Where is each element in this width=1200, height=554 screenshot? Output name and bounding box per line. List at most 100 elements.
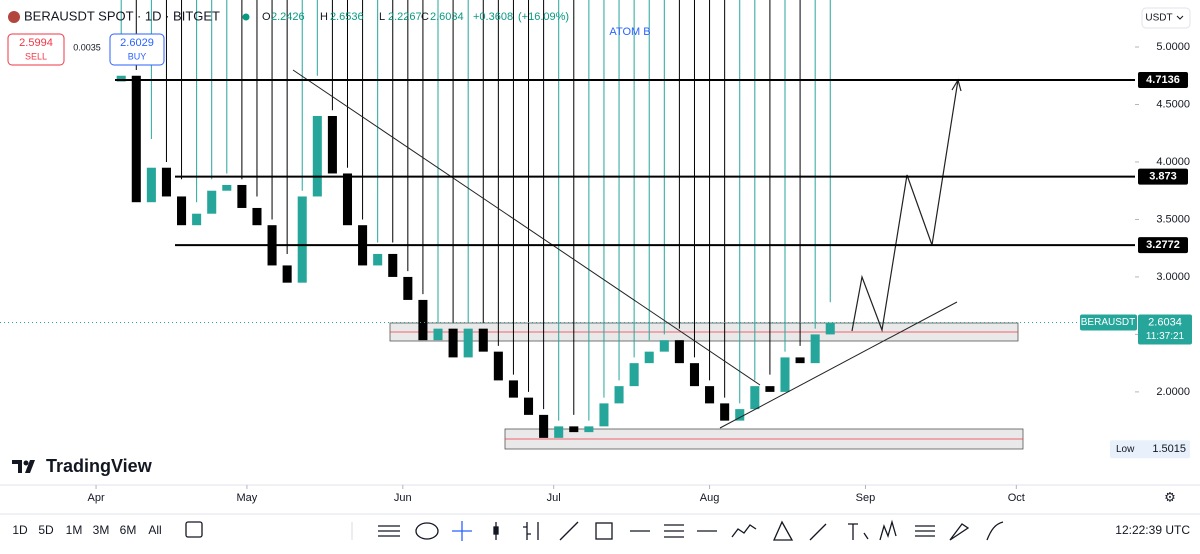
level-label: 4.7136 xyxy=(1146,74,1180,86)
candle-body xyxy=(146,167,156,203)
spread: 0.0035 xyxy=(73,42,101,52)
candle xyxy=(237,0,247,208)
candle-body xyxy=(810,334,820,364)
candle xyxy=(539,0,549,438)
symbol-tag-label: BERAUSDT xyxy=(1081,317,1135,328)
level-label: 3.2772 xyxy=(1146,239,1180,251)
ohlc-label: L xyxy=(379,11,385,23)
currency[interactable]: USDT xyxy=(1145,13,1172,24)
candle xyxy=(554,0,564,438)
candle xyxy=(614,0,624,404)
candle xyxy=(689,0,700,387)
last-price-box xyxy=(1138,314,1192,345)
interval-button[interactable]: 1D xyxy=(12,523,28,537)
buy-button[interactable] xyxy=(109,33,165,66)
candle xyxy=(584,0,594,433)
candle-body xyxy=(131,75,141,203)
candle xyxy=(674,0,684,364)
y-tick-label: 3.5000 xyxy=(1156,213,1190,225)
candle-body xyxy=(403,276,413,300)
last-price: 2.6034 xyxy=(1148,316,1182,328)
candle-body xyxy=(720,403,730,421)
clock: 12:22:39 UTC xyxy=(1115,523,1190,537)
interval-button[interactable]: 6M xyxy=(120,523,137,537)
candle-body xyxy=(780,357,790,392)
x-tick-label: Jul xyxy=(547,492,561,504)
candle-body xyxy=(177,196,187,226)
interval-button[interactable]: All xyxy=(148,523,161,537)
brand-name: TradingView xyxy=(46,456,153,476)
candle xyxy=(599,0,609,427)
candle-body xyxy=(674,340,684,364)
buy-label[interactable]: BUY xyxy=(128,51,147,61)
candle xyxy=(720,0,730,421)
ohlc-label: H xyxy=(320,11,328,23)
symbol-title[interactable]: BERAUSDT SPOT · 1D · BITGET xyxy=(24,8,220,23)
currency-button[interactable] xyxy=(1141,7,1191,29)
candle xyxy=(448,0,458,358)
level-label-box xyxy=(1138,168,1188,185)
symbol-logo xyxy=(8,11,20,23)
drawing-toolbar[interactable] xyxy=(185,519,1004,541)
y-tick-label: 3.0000 xyxy=(1156,271,1190,283)
candle-body xyxy=(327,115,337,174)
ohlc-label: O xyxy=(262,11,271,23)
level-label: 3.873 xyxy=(1149,170,1177,182)
y-tick-label: 4.0000 xyxy=(1156,156,1190,168)
candle-body xyxy=(478,328,488,352)
candle xyxy=(750,0,760,410)
y-tick-label: 5.0000 xyxy=(1156,41,1190,53)
candle-body xyxy=(705,386,715,404)
symbol-tag xyxy=(1080,314,1137,331)
candle-body xyxy=(161,167,171,197)
projection xyxy=(851,79,959,333)
interval-button[interactable]: 3M xyxy=(93,523,110,537)
y-tick-label: 4.5000 xyxy=(1156,98,1190,110)
candle-body xyxy=(282,265,292,283)
interval-button[interactable]: 5D xyxy=(38,523,54,537)
low-label: Low xyxy=(1116,444,1135,455)
candle xyxy=(433,0,443,341)
candle xyxy=(282,0,292,283)
annotation: ATOM B xyxy=(609,26,650,38)
low-box xyxy=(1110,440,1190,459)
candle xyxy=(629,0,639,387)
settings-icon[interactable]: ⚙ xyxy=(1164,489,1176,504)
candle-body xyxy=(795,357,805,364)
candle-body xyxy=(463,328,473,358)
candle xyxy=(705,0,715,404)
interval-button[interactable]: 1M xyxy=(66,523,83,537)
candle xyxy=(765,0,775,392)
candle-body xyxy=(388,253,398,277)
candle-body xyxy=(192,213,202,226)
candle xyxy=(508,0,518,398)
candle-body xyxy=(207,190,217,214)
candle xyxy=(388,0,398,277)
candle-body xyxy=(659,340,669,352)
x-tick-label: Aug xyxy=(700,492,720,504)
ohlc-value: 2.2267 xyxy=(388,11,422,23)
candle xyxy=(146,0,156,203)
x-tick-label: Jun xyxy=(394,492,412,504)
change: +0.3608 xyxy=(473,11,513,23)
candle xyxy=(659,0,669,352)
ohlc-label: C xyxy=(421,11,429,23)
x-tick-label: Sep xyxy=(856,492,876,504)
sell-label[interactable]: SELL xyxy=(25,51,47,61)
candle xyxy=(463,0,473,358)
candle-body xyxy=(116,75,126,82)
candle-body xyxy=(237,184,247,208)
candle xyxy=(478,0,488,352)
candle-body xyxy=(584,426,594,433)
ohlc-value: 2.2426 xyxy=(271,11,305,23)
candle-body xyxy=(644,351,654,364)
buy-price[interactable]: 2.6029 xyxy=(120,37,154,49)
candle-body xyxy=(689,363,700,387)
candle-body xyxy=(735,409,745,421)
sell-price[interactable]: 2.5994 xyxy=(19,37,53,49)
candle xyxy=(735,0,745,421)
sell-button[interactable] xyxy=(7,33,65,66)
candle xyxy=(192,0,202,226)
candle-body xyxy=(312,115,322,197)
